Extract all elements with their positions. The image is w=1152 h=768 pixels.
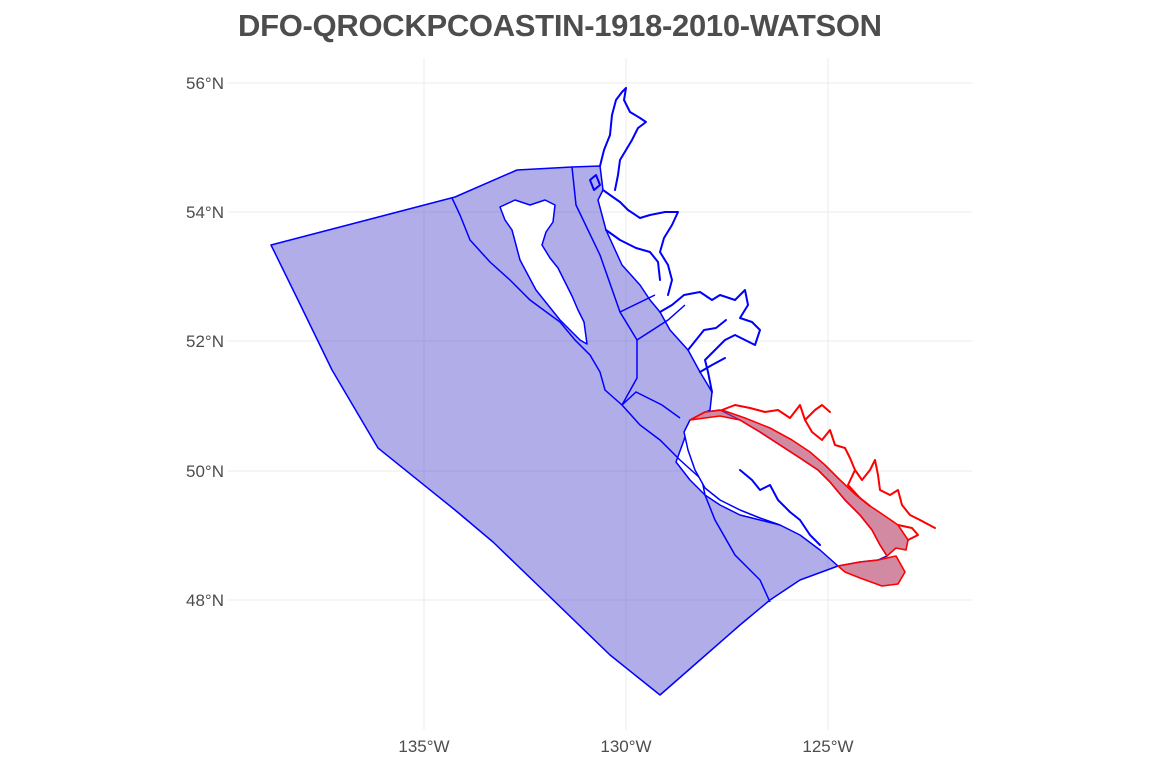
lat-axis: 56°N 54°N 52°N 50°N 48°N [186,74,224,610]
lat-label-48: 48°N [186,591,224,610]
subarea-boundaries [571,166,771,603]
lon-label-130: 130°W [600,737,651,756]
gridlines [228,58,972,730]
haida-gwaii-island [499,199,588,345]
strait-of-georgia-region [689,409,909,587]
lat-label-50: 50°N [186,462,224,481]
strait-coastline [721,404,936,541]
lat-label-54: 54°N [186,203,224,222]
mainland-coastline [589,87,821,546]
lon-label-135: 135°W [398,737,449,756]
lon-axis: 135°W 130°W 125°W [398,737,853,756]
map-title: DFO-QROCKPCOASTIN-1918-2010-WATSON [238,8,882,43]
lon-label-125: 125°W [802,737,853,756]
lat-label-56: 56°N [186,74,224,93]
lat-label-52: 52°N [186,332,224,351]
shelf-line [451,197,701,479]
